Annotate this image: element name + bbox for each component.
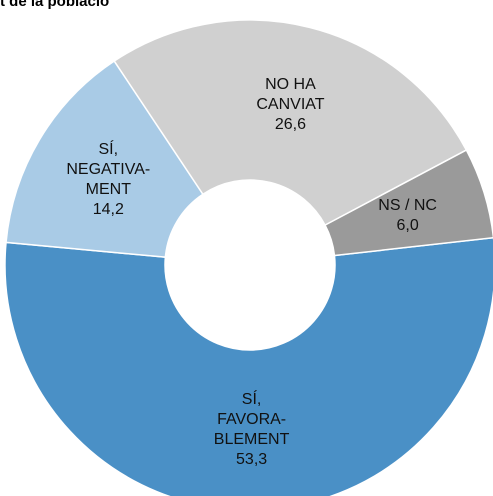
category-label: NO HA CANVIAT	[256, 76, 325, 114]
value-label: 6,0	[396, 217, 419, 235]
chart-title: t de la poblacio	[0, 0, 110, 10]
value-label: 26,6	[274, 116, 306, 134]
segment-label: NS / NC 6,0	[378, 196, 437, 236]
category-label: SÍ, FAVORA- BLEMENT	[213, 390, 290, 448]
donut-segment	[5, 59, 204, 258]
donut-segment	[113, 19, 468, 227]
segment-label: SÍ, NEGATIVA- MENT 14,2	[66, 140, 150, 220]
donut-segment	[4, 236, 493, 496]
segment-label: NO HA CANVIAT 26,6	[256, 75, 324, 135]
donut-segment	[324, 149, 493, 257]
value-label: 14,2	[92, 201, 124, 219]
segment-label: SÍ, FAVORA- BLEMENT 53,3	[214, 390, 290, 470]
category-label: NS / NC	[378, 197, 437, 215]
value-label: 53,3	[236, 450, 268, 468]
category-label: SÍ, NEGATIVA- MENT	[66, 141, 151, 199]
